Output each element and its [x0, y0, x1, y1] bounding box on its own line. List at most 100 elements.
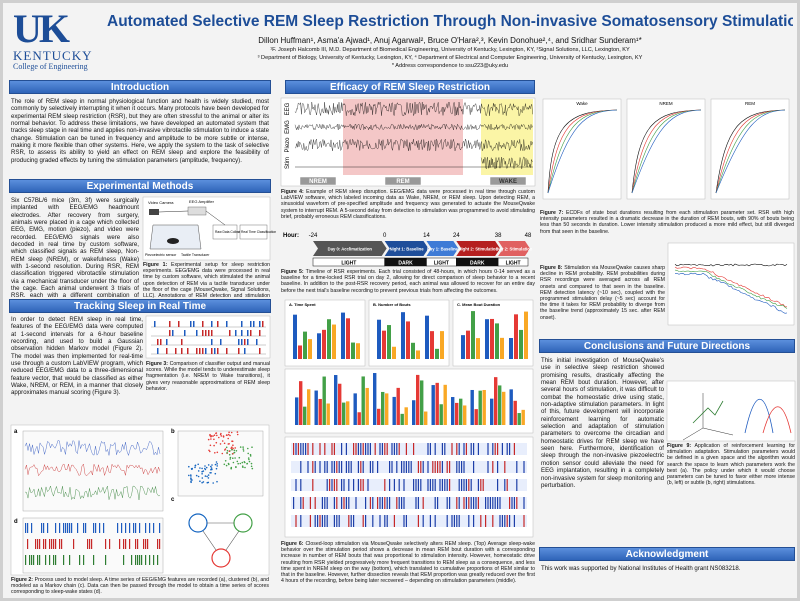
raster-row — [291, 479, 527, 491]
state-tick — [391, 461, 393, 473]
state-tick — [135, 539, 137, 549]
state-tick — [157, 348, 159, 354]
cluster-point — [232, 452, 234, 455]
state-tick — [348, 515, 350, 527]
state-tick — [343, 497, 345, 509]
figure-caption: Figure 4: Example of REM sleep disruptio… — [281, 189, 535, 227]
state-tick — [235, 330, 237, 336]
state-tick — [458, 497, 460, 509]
state-tick — [45, 539, 47, 549]
cluster-point — [216, 465, 218, 467]
cluster-point — [220, 432, 222, 435]
decorative-bar — [295, 397, 299, 425]
cluster-point — [250, 465, 253, 468]
figure-caption: Figure 3: Comparison of classifier outpu… — [146, 361, 270, 399]
state-tick — [309, 497, 311, 509]
state-tick — [362, 443, 364, 455]
decorative-bar — [303, 331, 307, 359]
decorative-bar — [490, 398, 494, 425]
decorative-bar — [470, 389, 474, 425]
state-tick — [47, 523, 49, 533]
logo-mark: UK — [13, 9, 70, 51]
cluster-point — [232, 457, 234, 460]
cluster-point — [216, 463, 218, 465]
state-tick — [494, 497, 496, 509]
markov-state — [188, 513, 208, 533]
state-tick — [453, 515, 455, 527]
state-tick — [93, 555, 95, 565]
markov-state — [233, 513, 253, 533]
state-tick — [485, 515, 487, 527]
state-tick — [417, 461, 419, 473]
state-tick — [166, 339, 168, 345]
state-tick — [329, 479, 331, 491]
decorative-bar — [474, 409, 478, 425]
state-tick — [178, 321, 180, 327]
state-tick — [314, 461, 316, 473]
cluster-point — [219, 443, 222, 445]
decorative-bar — [327, 319, 331, 359]
cluster-point — [221, 440, 224, 442]
state-tick — [324, 497, 326, 509]
state-tick — [172, 330, 174, 336]
cluster-point — [239, 446, 242, 448]
state-tick — [53, 555, 55, 565]
state-tick — [444, 443, 446, 455]
state-tick — [121, 523, 123, 533]
state-tick — [523, 461, 525, 473]
cluster-point — [205, 466, 208, 469]
state-tick — [145, 555, 147, 565]
timeline-phase — [426, 241, 459, 256]
cluster-point — [214, 452, 216, 454]
state-tick — [389, 497, 391, 509]
timeline-phase-label: Day 1: Baseline — [427, 247, 459, 252]
panel-title: C. Mean Bout Duration — [457, 302, 501, 307]
figure-7-panel — [626, 98, 706, 200]
state-tick — [506, 479, 508, 491]
state-tick — [389, 479, 391, 491]
state-tick — [362, 461, 364, 473]
state-tick — [300, 479, 302, 491]
state-tick — [211, 321, 213, 327]
state-tick — [55, 555, 57, 565]
state-tick — [470, 497, 472, 509]
decorative-bar — [353, 393, 357, 425]
light-dark-bar — [497, 257, 529, 267]
state-tick — [293, 497, 295, 509]
state-tick — [229, 330, 231, 336]
state-tick — [434, 515, 436, 527]
state-tick — [458, 479, 460, 491]
decorative-bar — [430, 331, 434, 359]
state-tick — [437, 461, 439, 473]
cluster-point — [246, 463, 248, 465]
cluster-point — [213, 434, 216, 437]
state-tick — [259, 321, 261, 327]
decorative-bar — [322, 376, 326, 425]
state-tick — [396, 461, 398, 473]
state-tick — [300, 497, 302, 509]
decorative-bar — [387, 325, 391, 359]
paragraph: This work was supported by National Inst… — [541, 565, 741, 572]
state-tick — [63, 523, 65, 533]
state-tick — [217, 321, 219, 327]
cluster-point — [214, 463, 217, 466]
state-tick — [362, 479, 364, 491]
state-tick — [357, 461, 359, 473]
decorative-bar — [392, 346, 396, 359]
section-heading: Introduction — [9, 80, 271, 94]
timeline-phase-label: Day 2: Stimulation — [496, 247, 533, 252]
state-tick — [157, 339, 159, 345]
cluster-point — [195, 474, 198, 477]
state-tick — [244, 339, 246, 345]
cluster-point — [226, 451, 228, 454]
timeline-hour-label: Hour: — [283, 233, 299, 239]
state-tick — [83, 523, 85, 533]
state-tick — [487, 497, 489, 509]
state-tick — [226, 321, 228, 327]
cluster-point — [225, 464, 228, 467]
panel-label: a — [14, 429, 18, 435]
state-tick — [145, 523, 147, 533]
state-tick — [369, 497, 371, 509]
state-tick — [372, 515, 374, 527]
